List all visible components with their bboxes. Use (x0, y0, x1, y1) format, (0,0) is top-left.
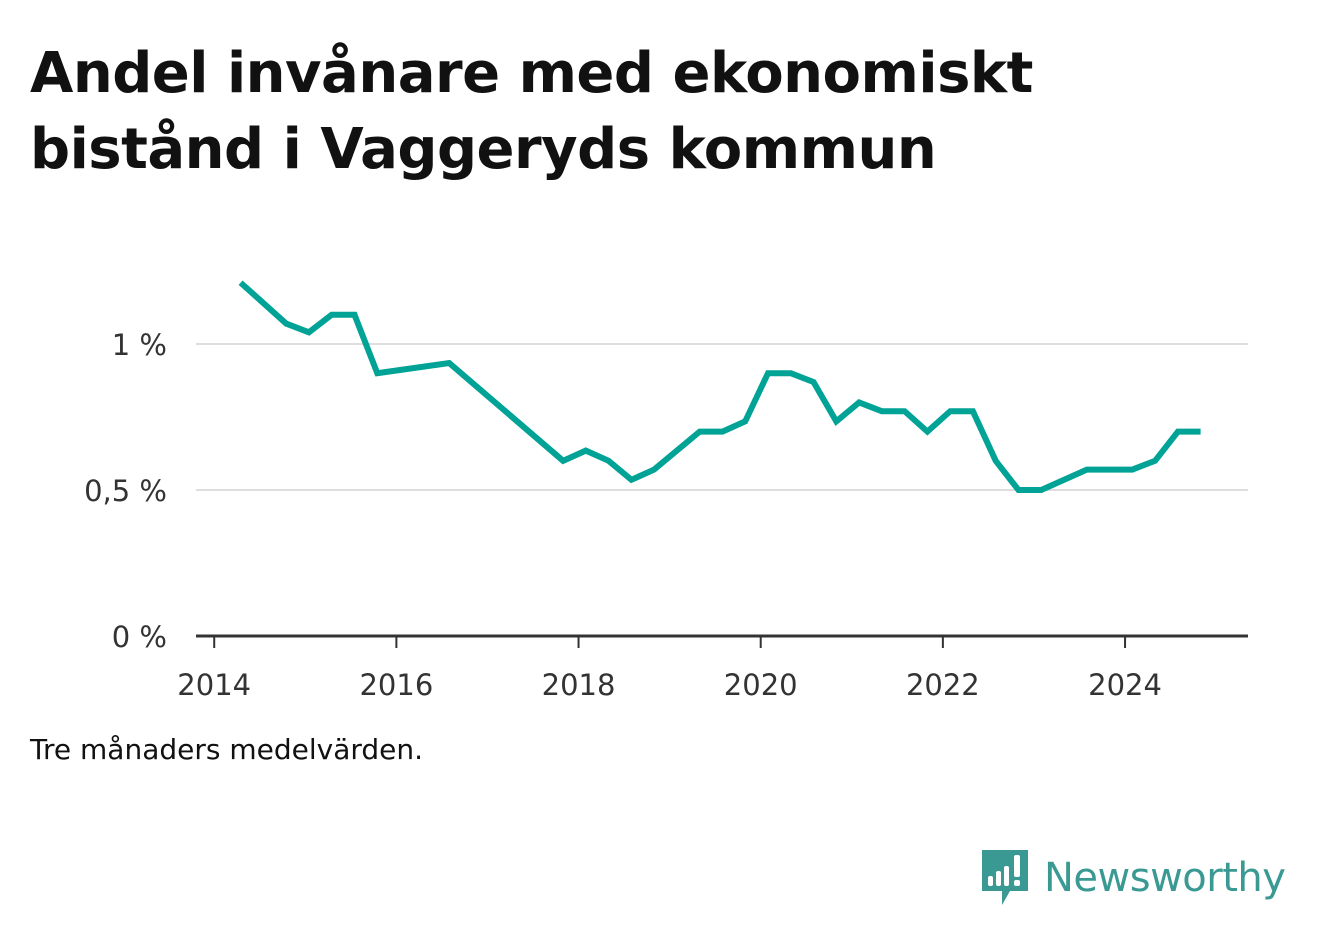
x-tick-label: 2016 (359, 668, 433, 702)
x-tick-label: 2024 (1088, 668, 1162, 702)
chart-title: Andel invånare med ekonomiskt bistånd i … (30, 41, 1033, 182)
x-tick-label: 2018 (542, 668, 616, 702)
series-line-0 (238, 280, 1201, 493)
chart-note: Tre månaders medelvärden. (30, 733, 424, 766)
x-tick-label: 2020 (724, 668, 798, 702)
y-axis-ticks: 0 % 0,5 % 1 % (84, 328, 167, 654)
x-axis: 2014 2016 2018 2020 2022 2024 (177, 634, 1248, 702)
x-tick-label: 2014 (177, 668, 251, 702)
line-chart: 0 % 0,5 % 1 % 2014 2016 2018 2020 2022 2024 (84, 280, 1248, 702)
brand-logo: Newsworthy (980, 846, 1286, 910)
gridlines (196, 343, 1248, 491)
y-tick-label: 1 % (112, 328, 167, 362)
series-layer (238, 280, 1201, 493)
x-tick-label: 2022 (906, 668, 980, 702)
y-tick-label: 0,5 % (84, 474, 167, 508)
newsworthy-logo-icon (982, 850, 1028, 905)
brand-name: Newsworthy (1044, 855, 1286, 901)
y-tick-label: 0 % (112, 620, 167, 654)
